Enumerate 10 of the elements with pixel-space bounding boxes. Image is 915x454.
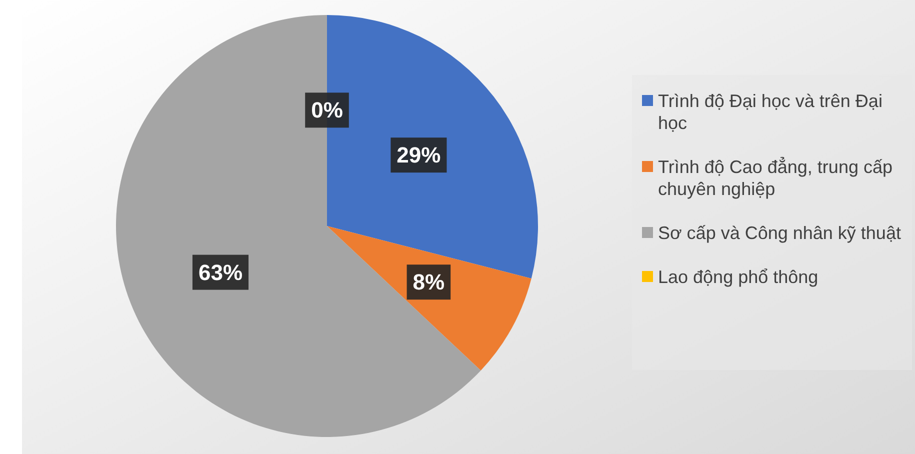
legend-label: Trình độ Cao đẳng, trung cấp chuyên nghiệp: [658, 156, 892, 199]
legend-label: Trình độ Đại học và trên Đại học: [658, 91, 882, 133]
legend-label: Sơ cấp và Công nhân kỹ thuật: [658, 223, 901, 243]
data-label: 63%: [198, 260, 243, 285]
pie-slice: [327, 226, 532, 370]
text: 0%: [311, 98, 343, 123]
legend-label: Lao động phổ thông: [658, 267, 818, 287]
pie-slice: [116, 15, 481, 437]
data-label: 29%: [396, 142, 441, 168]
data-label: 8%: [412, 270, 445, 295]
